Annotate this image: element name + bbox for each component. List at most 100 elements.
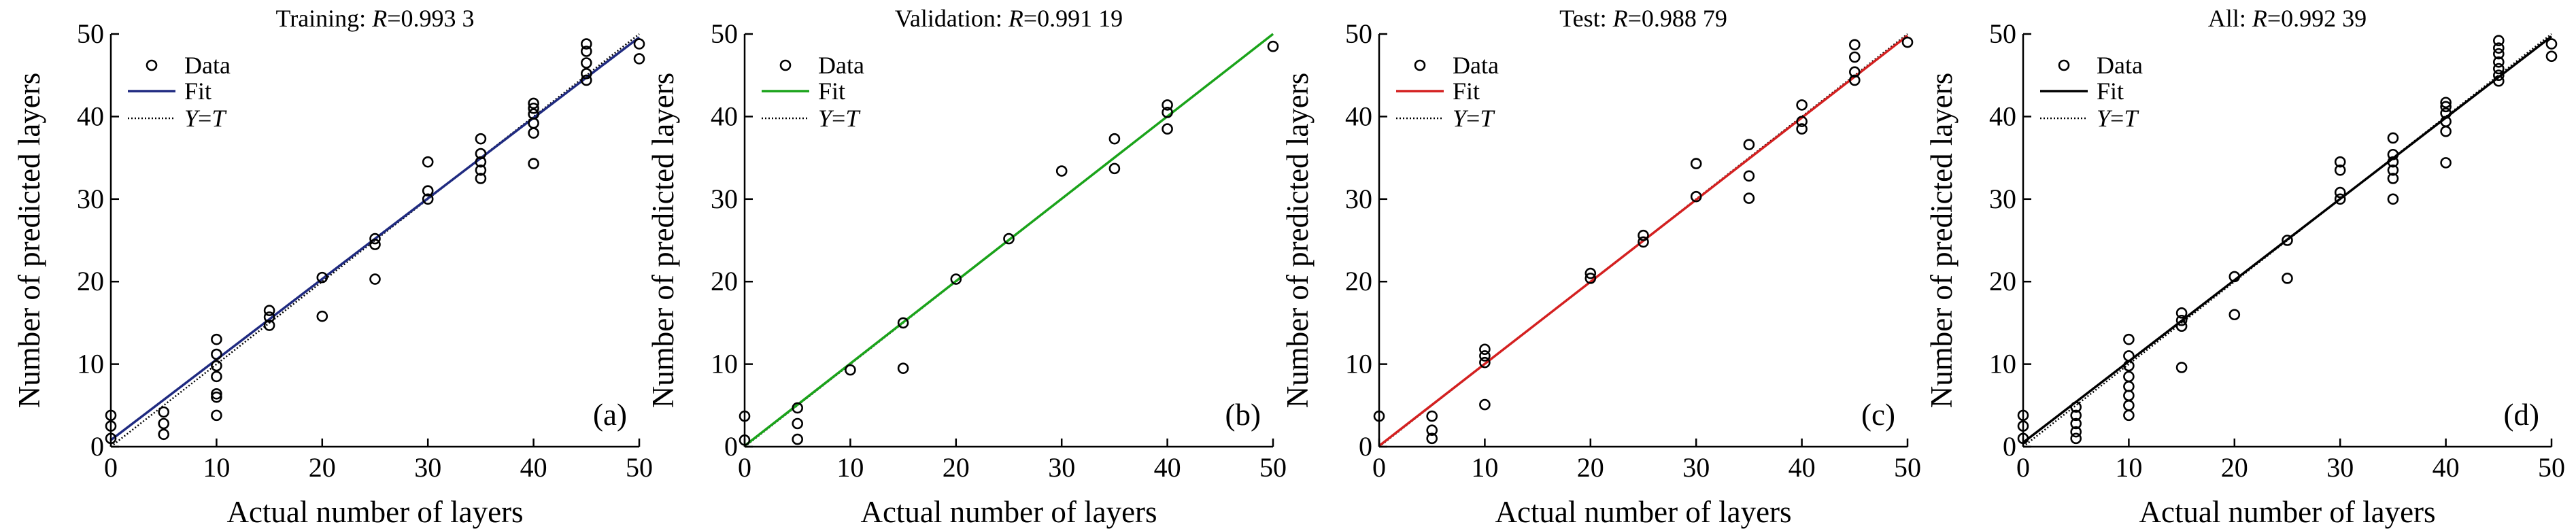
x-tick-label: 50 xyxy=(1894,452,1921,483)
data-point xyxy=(211,371,222,383)
data-point xyxy=(2334,193,2346,205)
legend-identity-label: Y=T xyxy=(818,105,861,132)
data-point xyxy=(2440,157,2452,169)
x-tick-label: 40 xyxy=(1154,452,1181,483)
chart-title: All: R=0.992 39 xyxy=(2208,5,2367,32)
legend-fit-label: Fit xyxy=(2097,78,2124,105)
y-tick-label: 10 xyxy=(711,349,738,379)
data-point xyxy=(2493,56,2505,68)
legend-identity-var2: T xyxy=(1480,105,1495,132)
x-tick-label: 20 xyxy=(2221,452,2248,483)
x-tick-label: 0 xyxy=(738,452,751,483)
data-point xyxy=(475,156,487,168)
data-point xyxy=(369,273,381,285)
data-point xyxy=(316,271,328,284)
data-point xyxy=(950,273,962,285)
data-point xyxy=(792,433,803,445)
data-point xyxy=(2387,173,2399,184)
data-point xyxy=(2123,381,2135,392)
x-tick-label: 30 xyxy=(1682,452,1710,483)
title-variable: R xyxy=(371,5,387,32)
y-tick-label: 0 xyxy=(90,431,104,462)
legend-identity-var1: Y xyxy=(184,105,201,132)
x-tick-label: 40 xyxy=(1789,452,1816,483)
data-point xyxy=(1796,123,1808,135)
data-point xyxy=(2387,156,2399,168)
y-axis-label: Number of predicted layers xyxy=(1925,73,1959,409)
legend-identity-var2: T xyxy=(845,105,861,132)
data-point xyxy=(2387,132,2399,144)
data-point xyxy=(211,391,222,403)
data-point xyxy=(897,362,909,374)
data-point xyxy=(2123,390,2135,402)
y-axis-label: Number of predicted layers xyxy=(1281,73,1315,409)
data-point xyxy=(2282,235,2293,246)
x-tick-label: 10 xyxy=(2115,452,2142,483)
data-point xyxy=(2123,409,2135,422)
data-point xyxy=(1849,51,1861,63)
y-axis-label: Number of predicted layers xyxy=(12,73,46,409)
panel-label: (b) xyxy=(1225,398,1261,432)
data-point xyxy=(2440,125,2452,137)
legend-identity-var1: Y xyxy=(818,105,834,132)
data-point xyxy=(2175,314,2188,326)
data-point xyxy=(580,38,592,50)
data-point xyxy=(158,428,169,441)
data-point xyxy=(580,46,592,57)
data-point xyxy=(2545,38,2558,50)
legend-identity-eq: = xyxy=(198,105,211,132)
legend-identity-eq: = xyxy=(2110,105,2124,132)
y-tick-label: 10 xyxy=(1989,349,2016,379)
data-point xyxy=(2070,409,2082,422)
data-point xyxy=(2228,309,2241,321)
panel-label: (c) xyxy=(1861,398,1895,432)
x-axis-label: Actual number of layers xyxy=(226,495,523,529)
data-point xyxy=(2070,432,2082,445)
title-value: =0.991 19 xyxy=(1023,5,1123,32)
data-point xyxy=(2334,156,2346,168)
title-prefix: All: xyxy=(2208,5,2252,32)
x-tick-label: 40 xyxy=(2433,452,2460,483)
data-point xyxy=(897,317,909,329)
data-point xyxy=(1162,99,1173,111)
title-value: =0.993 3 xyxy=(387,5,474,32)
data-point xyxy=(792,417,803,430)
legend-identity-var1: Y xyxy=(2097,105,2113,132)
data-point xyxy=(1849,74,1861,86)
legend-identity-label: Y=T xyxy=(1453,105,1495,132)
data-point xyxy=(528,108,539,120)
data-point xyxy=(2440,97,2452,109)
legend-identity-var1: Y xyxy=(1453,105,1469,132)
data-point xyxy=(1108,133,1121,145)
y-tick-label: 30 xyxy=(711,184,738,214)
data-point xyxy=(422,156,434,168)
x-tick-label: 30 xyxy=(1048,452,1075,483)
y-tick-label: 0 xyxy=(724,431,738,462)
data-point xyxy=(1638,236,1649,248)
data-point xyxy=(211,333,222,345)
data-point xyxy=(633,53,645,65)
data-point xyxy=(2493,75,2505,87)
data-point xyxy=(263,311,275,323)
fit-line xyxy=(109,36,641,441)
legend-fit-label: Fit xyxy=(184,78,211,105)
data-point xyxy=(211,360,222,372)
x-tick-label: 0 xyxy=(1372,452,1386,483)
data-point xyxy=(475,148,487,160)
data-point xyxy=(1743,139,1755,150)
data-point xyxy=(2123,350,2135,362)
data-point xyxy=(2493,42,2505,54)
y-tick-label: 50 xyxy=(1345,18,1372,49)
data-point xyxy=(2070,426,2082,438)
title-value: =0.988 79 xyxy=(1628,5,1727,32)
data-point xyxy=(1426,432,1438,445)
y-tick-label: 50 xyxy=(1989,18,2016,49)
x-tick-label: 0 xyxy=(2016,452,2030,483)
data-point xyxy=(2387,148,2399,160)
x-tick-label: 50 xyxy=(626,452,653,483)
legend-data-label: Data xyxy=(1453,52,1499,79)
data-point xyxy=(369,239,381,250)
data-point xyxy=(1267,40,1279,52)
x-tick-label: 20 xyxy=(943,452,970,483)
